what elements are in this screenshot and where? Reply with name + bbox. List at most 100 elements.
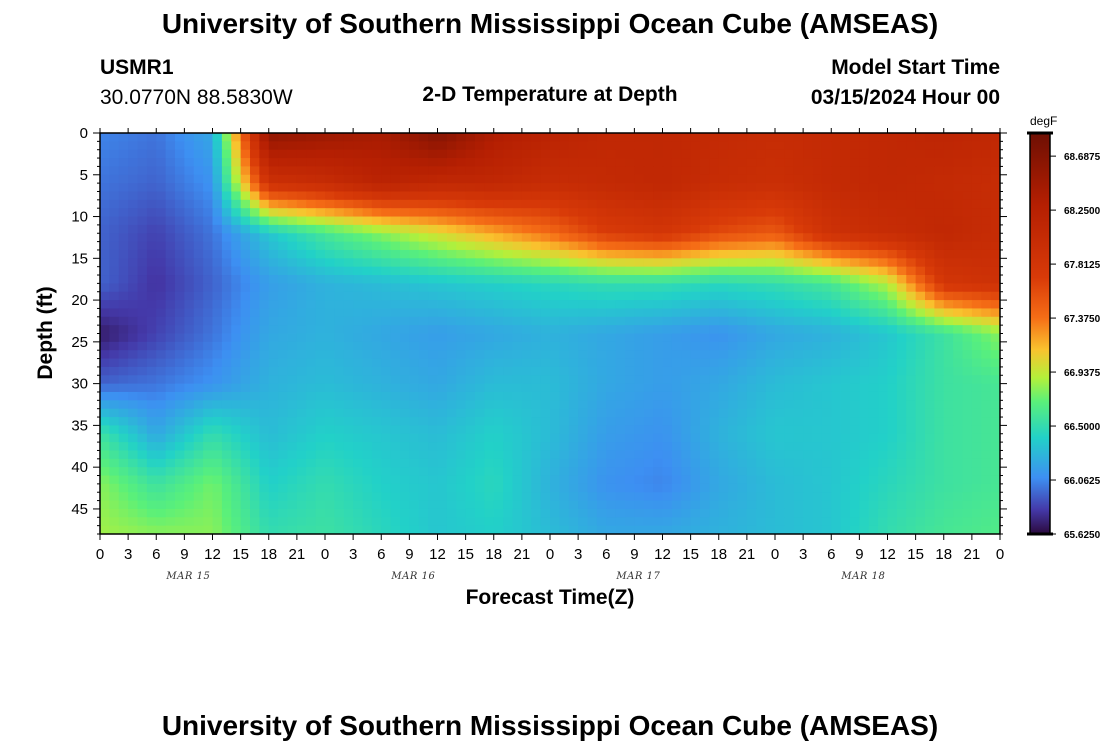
heatmap-cell (643, 308, 654, 318)
heatmap-cell (943, 375, 954, 385)
heatmap-cell (671, 316, 682, 326)
heatmap-cell (756, 350, 767, 360)
heatmap-cell (728, 508, 739, 518)
heatmap-cell (653, 350, 664, 360)
heatmap-cell (765, 141, 776, 151)
x-tick-label: 18 (935, 546, 952, 563)
heatmap-cell (578, 183, 589, 193)
heatmap-cell (400, 325, 410, 335)
heatmap-cell (784, 191, 795, 201)
heatmap-cell (268, 383, 279, 393)
heatmap-cell (390, 316, 401, 326)
heatmap-cell (146, 133, 157, 142)
heatmap-cell (765, 325, 776, 335)
heatmap-cell (887, 375, 898, 385)
heatmap-cell (943, 525, 954, 534)
heatmap-cell (625, 475, 635, 485)
heatmap-cell (521, 191, 532, 201)
heatmap-cell (512, 458, 523, 468)
x-tick-label: 21 (514, 546, 531, 563)
heatmap-cell (400, 266, 410, 276)
heatmap-cell (662, 149, 673, 159)
heatmap-cell (887, 158, 898, 168)
heatmap-cell (193, 483, 204, 493)
heatmap-cell (259, 258, 270, 268)
heatmap-cell (446, 183, 457, 193)
heatmap-cell (165, 508, 176, 518)
heatmap-cell (840, 383, 851, 393)
heatmap-cell (821, 450, 832, 460)
heatmap-cell (465, 158, 476, 168)
heatmap-cell (109, 283, 120, 293)
heatmap-cell (831, 216, 842, 226)
heatmap-cell (746, 366, 757, 376)
heatmap-cell (334, 300, 345, 310)
heatmap-cell (756, 174, 767, 184)
heatmap-cell (146, 458, 157, 468)
heatmap-cell (709, 508, 720, 518)
heatmap-cell (690, 400, 701, 410)
heatmap-cell (915, 483, 926, 493)
heatmap-cell (550, 291, 560, 301)
heatmap-cell (709, 191, 720, 201)
heatmap-cell (746, 174, 757, 184)
heatmap-cell (887, 133, 898, 142)
heatmap-cell (446, 149, 457, 159)
heatmap-cell (850, 266, 860, 276)
heatmap-cell (221, 350, 232, 360)
heatmap-cell (156, 300, 167, 310)
heatmap-cell (962, 458, 973, 468)
heatmap-cell (981, 508, 992, 518)
heatmap-cell (775, 408, 785, 418)
heatmap-cell (990, 258, 1000, 268)
heatmap-cell (971, 467, 982, 477)
heatmap-cell (540, 258, 551, 268)
heatmap-cell (456, 492, 467, 502)
heatmap-cell (643, 183, 654, 193)
heatmap-cell (784, 300, 795, 310)
heatmap-cell (400, 400, 410, 410)
heatmap-cell (784, 375, 795, 385)
heatmap-cell (296, 375, 307, 385)
heatmap-cell (803, 433, 814, 443)
heatmap-cell (887, 442, 898, 452)
heatmap-cell (784, 358, 795, 368)
heatmap-cell (428, 417, 439, 426)
heatmap-cell (512, 417, 523, 426)
heatmap-cell (662, 525, 673, 534)
heatmap-cell (240, 258, 251, 268)
heatmap-cell (278, 475, 289, 485)
heatmap-cell (906, 517, 917, 527)
heatmap-cell (465, 383, 476, 393)
heatmap-cell (850, 283, 860, 293)
heatmap-cell (981, 358, 992, 368)
heatmap-cell (165, 208, 176, 218)
heatmap-cell (615, 483, 626, 493)
heatmap-cell (193, 475, 204, 485)
heatmap-cell (484, 258, 495, 268)
heatmap-cell (109, 408, 120, 418)
heatmap-cell (634, 350, 645, 360)
heatmap-cell (428, 174, 439, 184)
heatmap-cell (325, 467, 335, 477)
heatmap-cell (709, 458, 720, 468)
heatmap-cell (221, 291, 232, 301)
heatmap-cell (971, 166, 982, 176)
heatmap-cell (887, 492, 898, 502)
heatmap-cell (859, 316, 870, 326)
heatmap-cell (596, 141, 607, 151)
heatmap-cell (221, 400, 232, 410)
heatmap-cell (868, 458, 879, 468)
heatmap-cell (990, 366, 1000, 376)
heatmap-cell (709, 358, 720, 368)
heatmap-cell (521, 241, 532, 251)
heatmap-cell (728, 417, 739, 426)
heatmap-cell (812, 174, 823, 184)
heatmap-cell (118, 475, 129, 485)
heatmap-cell (493, 483, 504, 493)
heatmap-cell (250, 467, 260, 477)
heatmap-cell (118, 341, 129, 351)
heatmap-cell (306, 433, 317, 443)
heatmap-cell (475, 258, 485, 268)
heatmap-cell (137, 316, 148, 326)
